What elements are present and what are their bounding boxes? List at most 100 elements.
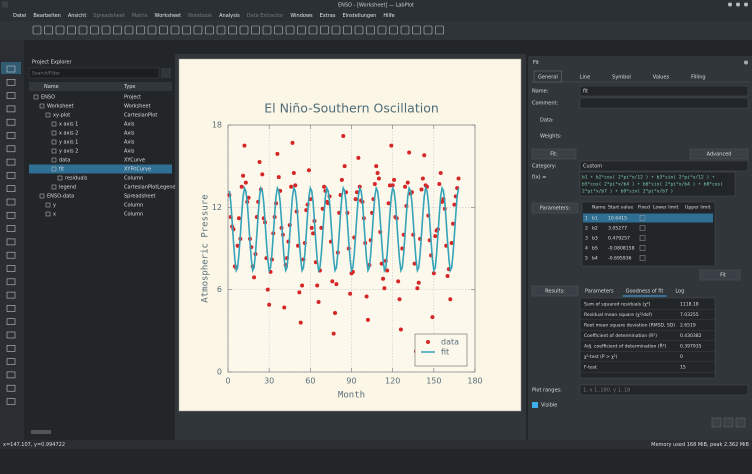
label: Category: xyxy=(532,164,556,170)
data-point xyxy=(448,297,452,301)
menu-item[interactable]: Spreadsheet xyxy=(93,13,125,19)
tree-item[interactable]: legend xyxy=(59,185,76,191)
window-button[interactable] xyxy=(744,3,748,7)
row-number: 5 xyxy=(585,256,588,262)
data-point xyxy=(242,144,246,148)
menu-item[interactable]: Analysis xyxy=(219,13,240,19)
tree-type: Spreadsheet xyxy=(124,194,156,200)
data-point xyxy=(422,153,426,157)
section-toggle[interactable]: Data: xyxy=(540,118,554,124)
data-point xyxy=(317,300,321,304)
tree-item[interactable]: x xyxy=(53,212,56,218)
dock-icon-button[interactable] xyxy=(724,418,733,427)
tree-item[interactable]: ENSO-data xyxy=(47,194,74,200)
tree-item[interactable]: y axis 1 xyxy=(59,140,78,146)
data-point xyxy=(392,178,396,182)
data-point xyxy=(403,185,407,189)
tab[interactable]: Values xyxy=(653,75,670,81)
row-number: 4 xyxy=(585,246,588,252)
field-value: Custom xyxy=(583,164,602,170)
data-point xyxy=(407,150,411,154)
data-point xyxy=(299,321,303,325)
tree-item[interactable]: xy-plot xyxy=(53,113,70,119)
result-name: Coefficient of determination (R²) xyxy=(584,333,657,339)
search-button[interactable] xyxy=(161,68,171,78)
tree-item[interactable]: Worksheet xyxy=(47,104,74,110)
tree-item[interactable]: data xyxy=(59,158,70,164)
tree-type: Column xyxy=(124,203,143,209)
data-point xyxy=(307,168,311,172)
toolbar xyxy=(0,21,752,40)
menu-item[interactable]: Worksheet xyxy=(155,13,182,19)
data-point xyxy=(398,297,402,301)
label: Visible xyxy=(541,403,557,409)
menu-item[interactable]: Matrix xyxy=(132,13,148,19)
scrollbar xyxy=(31,430,51,434)
tree-item[interactable]: residuals xyxy=(65,176,88,182)
comment-field[interactable] xyxy=(580,98,748,108)
tab[interactable]: Goodness of fit xyxy=(626,289,664,295)
data-point xyxy=(354,197,358,201)
tab[interactable]: Log xyxy=(675,289,684,295)
tab[interactable]: General xyxy=(538,75,558,81)
result-name: Residual mean square (χ²/dof) xyxy=(584,312,652,318)
data-point xyxy=(439,171,443,175)
data-point xyxy=(333,311,337,315)
tree-item[interactable]: y axis 2 xyxy=(59,149,78,155)
result-name: Sum of squared residuals (χ²) xyxy=(584,302,651,308)
menu-item[interactable]: Bearbeiten xyxy=(33,13,60,19)
panel-title: Project Explorer xyxy=(32,60,72,66)
tree-item[interactable]: y xyxy=(53,203,56,209)
dock-icon-button[interactable] xyxy=(712,418,721,427)
field-value: fit xyxy=(583,89,588,95)
tree-item[interactable]: fit xyxy=(59,167,64,173)
category-field[interactable] xyxy=(580,161,748,171)
menu-item[interactable]: Ansicht xyxy=(68,13,87,19)
data-point xyxy=(266,288,270,292)
result-value: 1118.18 xyxy=(680,302,699,308)
tree-item[interactable]: x axis 2 xyxy=(59,131,78,137)
window-button[interactable] xyxy=(736,3,740,7)
field-value: 1: x 1..180, y 1..18 xyxy=(583,388,630,394)
menu-item[interactable]: Notebook xyxy=(188,13,212,19)
tree-item[interactable]: x axis 1 xyxy=(59,122,78,128)
menu-item[interactable]: Datei xyxy=(13,13,26,19)
dock-button[interactable] xyxy=(744,61,748,65)
data-point xyxy=(240,185,244,189)
menu-item[interactable]: Windows xyxy=(290,13,313,19)
data-point xyxy=(430,315,434,319)
data-point xyxy=(356,156,360,160)
tree-type: Column xyxy=(124,176,143,182)
result-name: F-test xyxy=(584,365,597,371)
x-tick-label: 30 xyxy=(264,377,274,386)
menu-item[interactable]: Extras xyxy=(320,13,336,19)
tab[interactable]: Filling xyxy=(691,75,705,81)
data-point xyxy=(377,177,381,181)
tab[interactable]: Parameters xyxy=(585,289,614,295)
tree-type: Project xyxy=(124,95,141,101)
selected-row xyxy=(583,214,713,223)
name-field[interactable] xyxy=(580,86,748,96)
tree-type: CartesianPlotLegend xyxy=(124,185,176,191)
data-point xyxy=(446,274,450,278)
formula-line: b1 + b2*cos( 2*pi*x/12 ) + b3*sin( 2*pi*… xyxy=(582,175,715,181)
data-point xyxy=(415,286,419,290)
param-value: 10.6415 xyxy=(608,216,627,222)
data-point xyxy=(389,144,393,148)
result-name: χ²-test (P > χ²) xyxy=(584,354,618,360)
section-toggle[interactable]: Weights: xyxy=(540,134,562,140)
tab[interactable]: Symbol xyxy=(612,75,631,81)
tree-item[interactable]: ENSO xyxy=(41,95,55,101)
data-point xyxy=(241,174,245,178)
row-number: 3 xyxy=(585,236,588,242)
menu-item[interactable]: Einstellungen xyxy=(342,13,376,19)
menu-item[interactable]: Data Extractor xyxy=(247,13,284,19)
param-name: b5 xyxy=(592,246,598,252)
tab[interactable]: Line xyxy=(580,75,590,81)
visible-checkbox[interactable] xyxy=(532,402,538,408)
y-axis-label: Atmospheric Pressure xyxy=(201,194,211,302)
menu-item[interactable]: Hilfe xyxy=(383,13,394,19)
dock-icon-button[interactable] xyxy=(736,418,745,427)
label: Results: xyxy=(545,289,565,295)
window-button[interactable] xyxy=(728,3,732,7)
